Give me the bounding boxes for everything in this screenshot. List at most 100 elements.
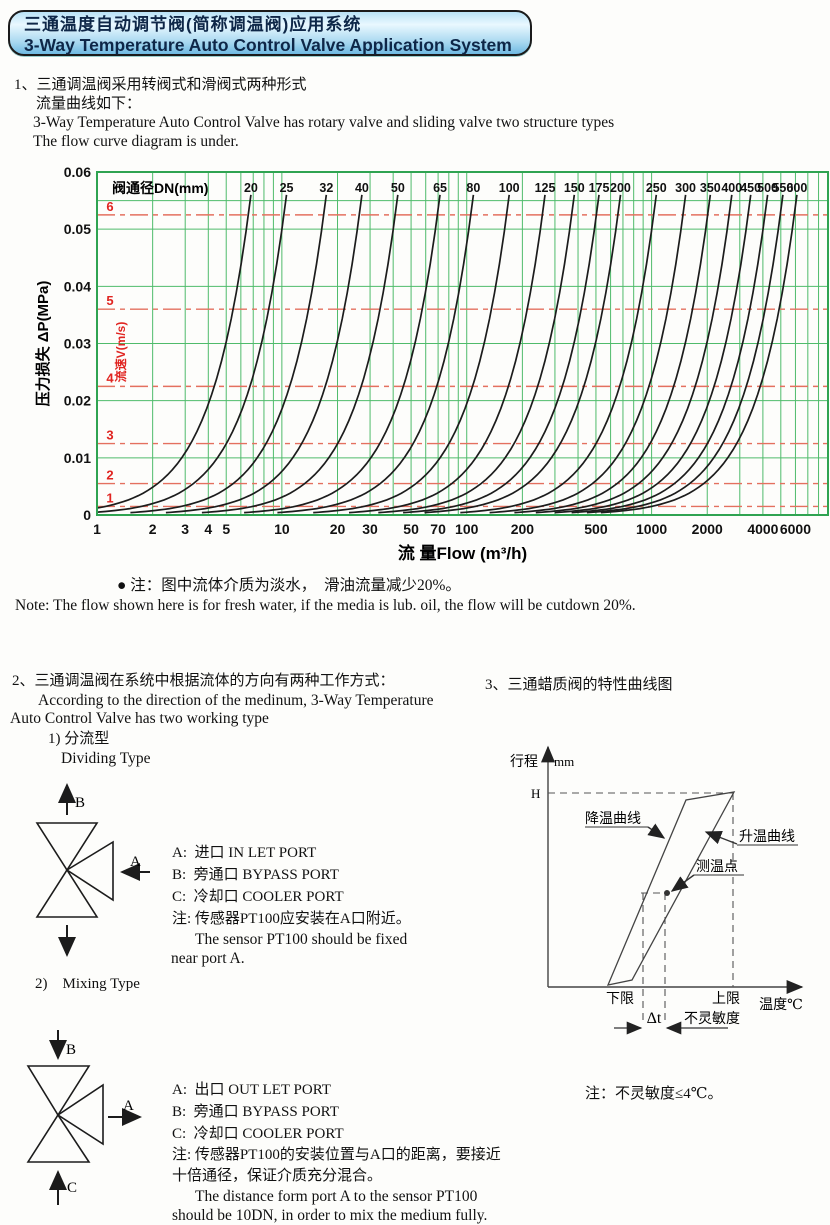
mixing-valve-top-triangle <box>26 1065 91 1117</box>
x-tick-1000: 1000 <box>636 521 667 537</box>
mixing-valve-right-triangle <box>56 1083 104 1146</box>
dn-curve-100 <box>313 194 511 514</box>
x-tick-200: 200 <box>511 521 535 537</box>
x-tick-1: 1 <box>93 521 101 537</box>
dn-label-450: 450 <box>740 181 761 195</box>
y-axis-title: 压力损失 ΔP(MPa) <box>34 281 52 407</box>
x-tick-3: 3 <box>181 521 189 537</box>
plot-border <box>96 171 829 516</box>
section3-heading: 3、三通蜡质阀的特性曲线图 <box>485 677 673 693</box>
measure-point-dot <box>664 890 670 896</box>
section2-heading: 2、三通调温阀在系统中根据流体的方向有两种工作方式： <box>12 673 395 689</box>
lower-limit-label: 下限 <box>606 991 634 1007</box>
h-mark: H <box>531 786 540 801</box>
dn-curve-25 <box>97 194 288 514</box>
dn-label-65: 65 <box>433 181 447 195</box>
dn-label-500: 500 <box>757 181 778 195</box>
y-tick-0.03: 0.03 <box>64 336 91 352</box>
dn-label-400: 400 <box>721 181 742 195</box>
page-title-zh: 三通温度自动调节阀(简称调温阀)应用系统 <box>24 15 362 34</box>
x-tick-4000: 4000 <box>747 521 778 537</box>
dn-label-600: 600 <box>786 181 807 195</box>
y-tick-0: 0 <box>83 507 91 523</box>
mixing-port-legend: A: 出口 OUT LET PORT B: 旁通口 BYPASS PORT C:… <box>172 1079 501 1225</box>
section2-sub2: 2) Mixing Type <box>35 976 140 992</box>
dividing-line-2: C: 冷却口 COOLER PORT <box>172 889 344 905</box>
y-tick-0.02: 0.02 <box>64 393 91 409</box>
hysteresis-band <box>606 791 736 986</box>
dn-curve-175 <box>403 194 600 514</box>
dn-curve-32 <box>130 194 328 514</box>
dn-label-100: 100 <box>499 181 520 195</box>
section2-en1: According to the direction of the medinu… <box>38 692 434 709</box>
characteristic-curve-diagram: 行程 mm H 降温曲线 升温曲线 测温点 下限 上限 温度℃ Δt 不灵敏度 <box>510 745 804 1035</box>
dn-axis-caption: 阀通径DN(mm) <box>112 180 208 196</box>
x-tick-500: 500 <box>584 521 608 537</box>
section3-note: 注：不灵敏度≤4℃。 <box>585 1086 723 1102</box>
dn-label-175: 175 <box>589 181 610 195</box>
velocity-label-2: 2 <box>106 468 113 483</box>
dividing-valve-right-triangle <box>65 840 114 902</box>
mixing-line-4: 十倍通径，保证介质充分混合。 <box>172 1168 383 1184</box>
dn-curve-550 <box>586 194 784 514</box>
x-tick-2000: 2000 <box>692 521 723 537</box>
dn-label-40: 40 <box>355 181 369 195</box>
dividing-line-1: B: 旁通口 BYPASS PORT <box>172 867 339 883</box>
dn-curve-450 <box>554 194 752 514</box>
x-tick-50: 50 <box>403 521 419 537</box>
section1-line2: 流量曲线如下： <box>36 96 142 112</box>
dn-curve-500 <box>571 194 769 514</box>
y-tick-0.04: 0.04 <box>64 278 91 294</box>
section1-line1: 1、三通调温阀采用转阀式和滑阀式两种形式 <box>14 77 307 93</box>
dn-curve-200 <box>424 194 622 514</box>
dn-curve-400 <box>535 194 733 514</box>
dn-label-50: 50 <box>391 181 405 195</box>
velocity-label-1: 1 <box>106 490 113 505</box>
dn-label-550: 550 <box>772 181 793 195</box>
dn-label-200: 200 <box>610 181 631 195</box>
measure-point-label: 测温点 <box>696 859 738 875</box>
measure-point-arrow <box>670 874 695 892</box>
mixing-valve-diagram: B A C <box>26 1030 142 1205</box>
velocity-axis-caption: 流速V(m/s) <box>113 322 128 383</box>
x-tick-4: 4 <box>204 521 212 537</box>
section2-en2: Auto Control Valve has two working type <box>10 710 269 727</box>
page-title-en: 3-Way Temperature Auto Control Valve App… <box>24 35 512 55</box>
dividing-port-b-label: B <box>75 795 85 811</box>
insensitivity-label: 不灵敏度 <box>684 1011 740 1027</box>
mixing-valve-bottom-triangle <box>26 1113 91 1163</box>
y-tick-0.06: 0.06 <box>64 164 91 180</box>
dividing-line-5: near port A. <box>171 950 245 967</box>
x-axis-title: 流 量Flow (m³/h) <box>398 543 527 563</box>
dn-label-20: 20 <box>244 181 258 195</box>
dividing-valve-top-triangle <box>35 822 99 872</box>
velocity-label-5: 5 <box>106 293 113 308</box>
cooling-curve-label: 降温曲线 <box>585 811 641 827</box>
dn-curve-250 <box>460 194 658 514</box>
mixing-line-1: B: 旁通口 BYPASS PORT <box>172 1104 339 1120</box>
x-tick-20: 20 <box>330 521 346 537</box>
dividing-port-a-label: A <box>130 854 141 870</box>
dn-label-150: 150 <box>564 181 585 195</box>
chart-note-zh: ● 注：图中流体介质为淡水， 滑油流量减少20%。 <box>117 577 461 594</box>
dividing-valve-bottom-triangle <box>35 868 99 918</box>
dividing-line-4: The sensor PT100 should be fixed <box>172 931 408 948</box>
chart-note-en: Note: The flow shown here is for fresh w… <box>15 597 636 614</box>
velocity-label-3: 3 <box>106 428 113 443</box>
mixing-line-5: The distance form port A to the sensor P… <box>172 1188 478 1205</box>
mixing-line-0: A: 出口 OUT LET PORT <box>172 1082 331 1098</box>
x-tick-10: 10 <box>274 521 290 537</box>
dn-curve-80 <box>277 194 475 514</box>
velocity-label-4: 4 <box>106 370 114 385</box>
dn-label-25: 25 <box>280 181 294 195</box>
x-tick-30: 30 <box>362 521 378 537</box>
dn-label-250: 250 <box>646 181 667 195</box>
dn-curve-65 <box>244 194 441 514</box>
dn-curve-20 <box>97 194 252 509</box>
section2-sub1-en: Dividing Type <box>61 750 151 767</box>
y-axis-unit: mm <box>554 754 574 769</box>
section1-line4: The flow curve diagram is under. <box>33 133 239 150</box>
delta-t-label: Δt <box>647 1010 662 1027</box>
